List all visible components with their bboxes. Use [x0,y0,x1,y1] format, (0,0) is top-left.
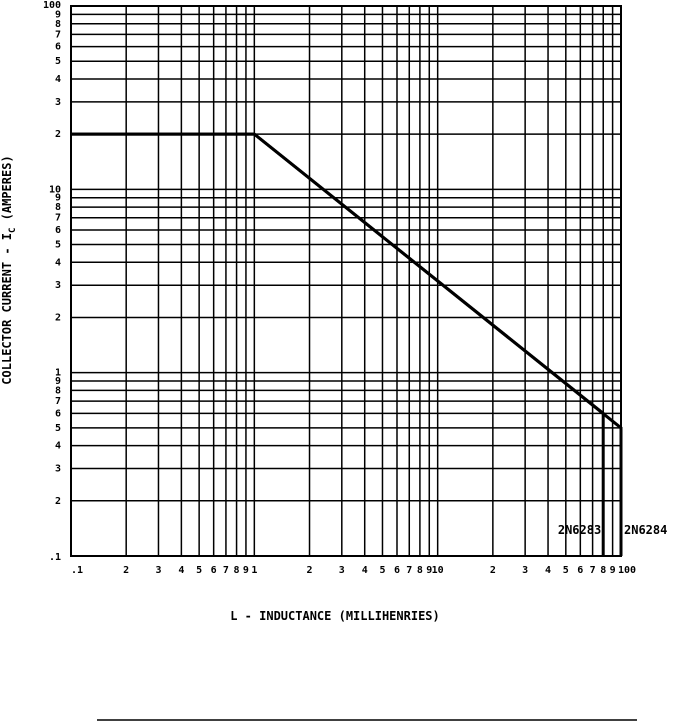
x-tick-label: 7 [590,565,596,576]
x-tick-label: 5 [196,565,202,576]
y-tick-label: 2 [55,129,61,140]
x-tick-label: 2 [123,565,129,576]
x-tick-label: 8 [600,565,606,576]
y-tick-label: 5 [55,240,61,251]
plot-border [70,5,622,557]
x-axis-title: L - INDUCTANCE (MILLIHENRIES) [230,609,440,623]
y-tick-label: 8 [55,202,61,213]
y-axis-title: COLLECTOR CURRENT - IC (AMPERES) [0,155,18,384]
y-tick-label: 3 [55,464,61,475]
x-tick-label: 3 [339,565,345,576]
x-tick-label: 3 [522,565,528,576]
series-label: 2N6284 [624,523,667,537]
y-tick-label: 6 [55,225,61,236]
x-tick-label: 4 [545,565,551,576]
y-tick-label: 4 [55,74,61,85]
y-tick-label: 3 [55,97,61,108]
series-group [71,132,623,556]
y-tick-label: 4 [55,257,61,268]
y-tick-label: 2 [55,312,61,323]
x-tick-label: 5 [563,565,569,576]
x-tick-label: 4 [178,565,184,576]
y-tick-label: 7 [55,396,61,407]
y-tick-label: 5 [55,423,61,434]
x-tick-label: 4 [362,565,368,576]
y-tick-label: 9 [55,376,61,387]
x-tick-label: 3 [155,565,161,576]
x-tick-label: 8 [234,565,240,576]
y-axis-title-suffix: (AMPERES) [0,155,14,227]
y-tick-label: 5 [55,56,61,67]
y-axis-title-subscript: C [8,228,18,233]
x-tick-label: 7 [223,565,229,576]
x-tick-label: 1 [251,565,257,576]
y-tick-label: 6 [55,42,61,53]
x-tick-label: 9 [610,565,616,576]
x-tick-label: 6 [394,565,400,576]
y-tick-label: 1 [55,368,61,379]
y-tick-label: 7 [55,29,61,40]
x-tick-label: 2 [307,565,313,576]
x-tick-labels: .1 2 3 4 5 6 7 8 9 1 2 3 4 5 6 7 8 9 10 2 3 4 5 6 7 8 9 100 [71,565,636,576]
y-tick-label: 7 [55,213,61,224]
y-tick-label: .1 [49,552,61,563]
y-tick-label: 100 [43,0,61,11]
grid [70,5,622,557]
y-tick-label: 8 [55,385,61,396]
x-tick-label: 8 [417,565,423,576]
x-tick-label: 2 [490,565,496,576]
x-tick-label: 7 [406,565,412,576]
x-tick-label: 9 [243,565,249,576]
series-labels: 2N6283 2N6284 [558,523,667,537]
y-tick-label: 3 [55,280,61,291]
series-line-2n6284 [71,132,623,556]
x-tick-label: 6 [577,565,583,576]
y-tick-label: 9 [55,193,61,204]
y-tick-label: 4 [55,441,61,452]
y-tick-label: 2 [55,496,61,507]
y-tick-label: 9 [55,9,61,20]
series-label: 2N6283 [558,523,601,537]
x-tick-label: 9 [426,565,432,576]
x-tick-label: 10 [432,565,444,576]
x-tick-label: 5 [379,565,385,576]
x-tick-label: 6 [211,565,217,576]
y-tick-label: 10 [49,184,61,195]
y-tick-label: 6 [55,408,61,419]
y-axis-title-main: COLLECTOR CURRENT - I [0,233,14,385]
x-tick-label: 100 [618,565,636,576]
plot-frame [70,5,622,557]
x-tick-label: .1 [71,565,83,576]
y-tick-label: 8 [55,19,61,30]
